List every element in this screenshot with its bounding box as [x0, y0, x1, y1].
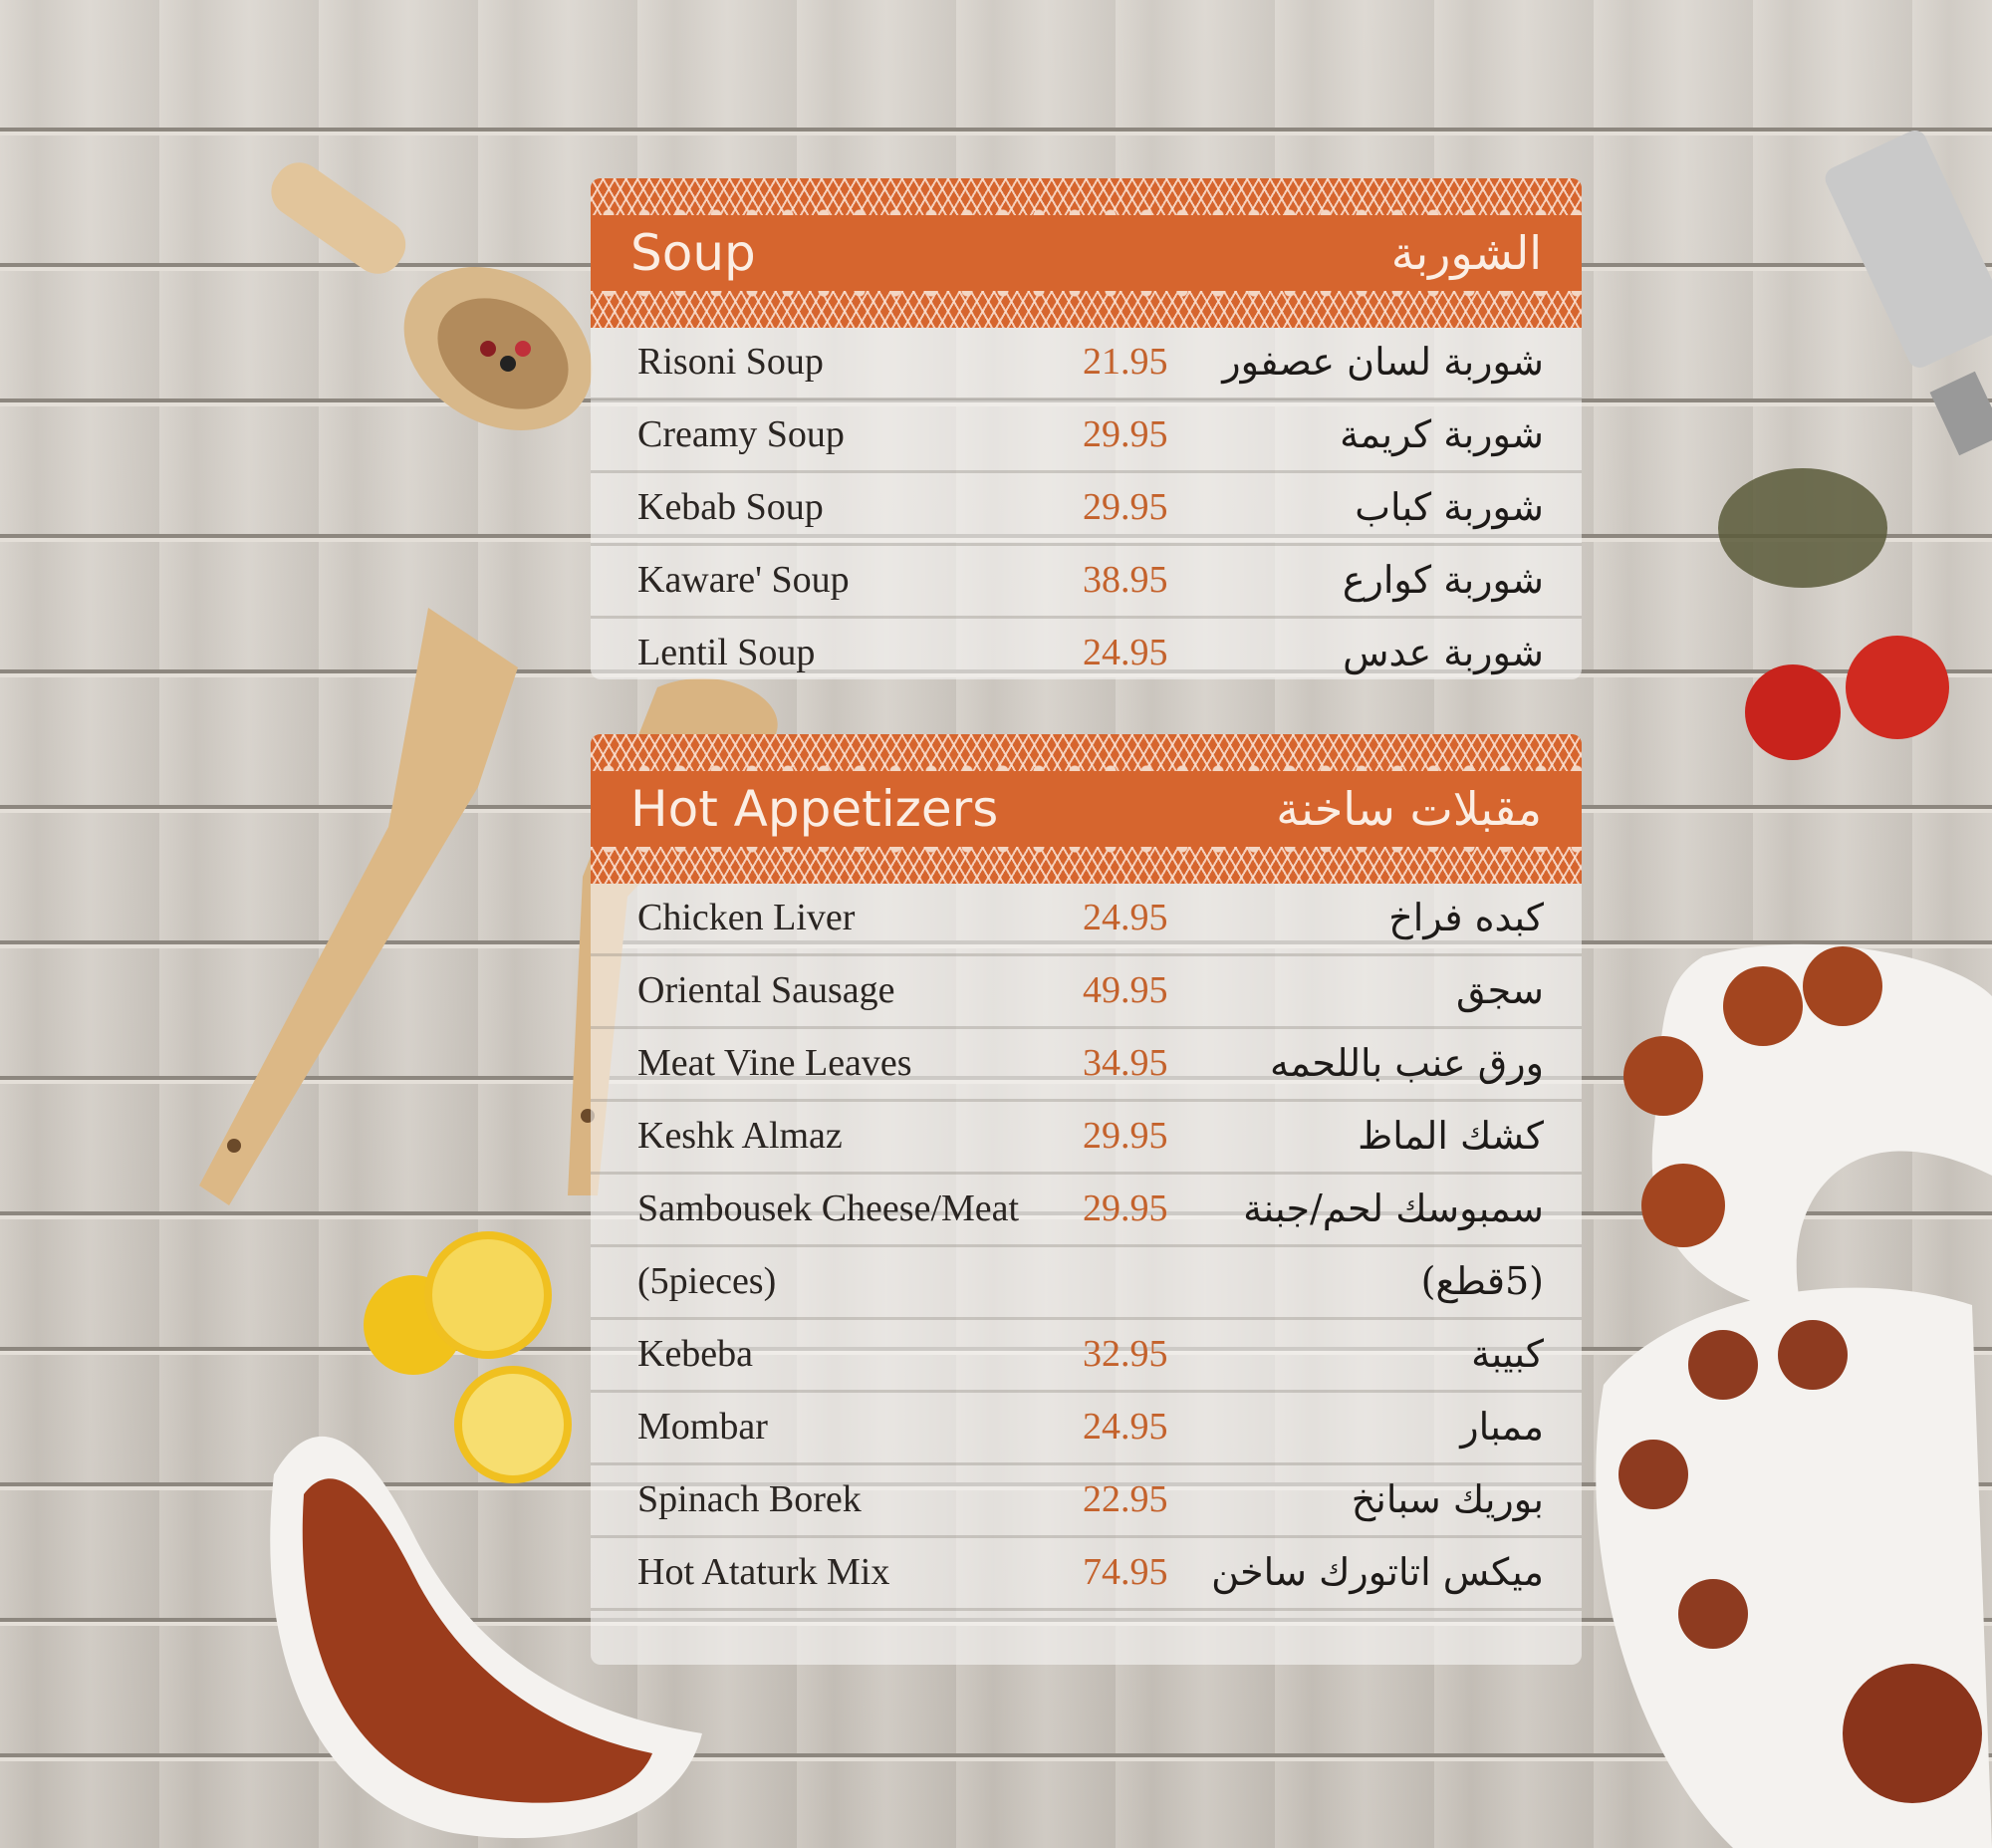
menu-item-name-ar: ورق عنب باللحمه [1270, 1041, 1544, 1085]
menu-item-price: 22.95 [1083, 1478, 1168, 1520]
lemons-image [364, 1231, 572, 1483]
menu-item-name: Keshk Almaz [637, 1115, 843, 1157]
menu-item-price: 29.95 [1083, 1188, 1168, 1229]
menu-item: Kebab Soup 29.95 شوربة كباب [591, 473, 1582, 546]
menu-item: Kebeba 32.95 كبيبة [591, 1320, 1582, 1393]
menu-item-price: 21.95 [1083, 341, 1168, 383]
menu-item-name: Sambousek Cheese/Meat [637, 1188, 1020, 1229]
menu-item-name: Creamy Soup [637, 413, 845, 455]
menu-item-name: Meat Vine Leaves [637, 1042, 912, 1084]
menu-item-name-ar: كشك الماظ [1358, 1114, 1544, 1158]
menu-item-name-ar: سجق [1455, 968, 1544, 1012]
menu-item-name: (5pieces) [637, 1260, 777, 1302]
salt-shaker-image [1825, 131, 1992, 456]
menu-item-name-ar: شوربة لسان عصفور [1222, 340, 1544, 384]
section-title-en: Soup [630, 224, 756, 282]
menu-item-name: Chicken Liver [637, 897, 856, 938]
menu-item-name-ar: ممبار [1460, 1405, 1544, 1449]
section-header: Hot Appetizers مقبلات ساخنة [591, 734, 1582, 884]
menu-item-name-ar: كبده فراخ [1388, 896, 1544, 939]
menu-item: Kaware' Soup 38.95 شوربة كوارع [591, 546, 1582, 619]
menu-item-name: Risoni Soup [637, 341, 824, 383]
menu-item: Mombar 24.95 ممبار [591, 1393, 1582, 1465]
menu-item: Keshk Almaz 29.95 كشك الماظ [591, 1102, 1582, 1175]
hot-appetizers-menu-section: Hot Appetizers مقبلات ساخنة Chicken Live… [591, 734, 1582, 1665]
menu-item-name-ar: بوريك سبانخ [1351, 1477, 1544, 1521]
header-pattern-bottom [591, 847, 1582, 884]
menu-item-price: 24.95 [1083, 897, 1168, 938]
menu-item-price: 29.95 [1083, 486, 1168, 528]
menu-item-name: Lentil Soup [637, 632, 816, 673]
tomatoes-image [1745, 636, 1949, 760]
menu-item: (5pieces) (5قطع) [591, 1247, 1582, 1320]
menu-item-name-ar: شوربة عدس [1343, 631, 1544, 674]
menu-item-name: Kebab Soup [637, 486, 824, 528]
menu-item: Spinach Borek 22.95 بوريك سبانخ [591, 1465, 1582, 1538]
menu-item-name-ar: ميكس اتاتورك ساخن [1211, 1550, 1544, 1594]
header-pattern-bottom [591, 291, 1582, 328]
menu-item-price: 29.95 [1083, 1115, 1168, 1157]
menu-item: Chicken Liver 24.95 كبده فراخ [591, 884, 1582, 956]
menu-item-price: 34.95 [1083, 1042, 1168, 1084]
menu-item: Oriental Sausage 49.95 سجق [591, 956, 1582, 1029]
menu-item-name: Mombar [637, 1406, 768, 1448]
menu-item-name-ar: شوربة كوارع [1342, 558, 1544, 602]
menu-item-name-ar: كبيبة [1471, 1332, 1544, 1376]
sausage-plate-image [270, 1436, 702, 1839]
menu-item: Meat Vine Leaves 34.95 ورق عنب باللحمه [591, 1029, 1582, 1102]
menu-item-name-ar: سمبوسك لحم/جبنة [1243, 1187, 1544, 1230]
section-header: Soup الشوربة [591, 178, 1582, 328]
menu-item: Lentil Soup 24.95 شوربة عدس [591, 619, 1582, 679]
menu-item-price: 32.95 [1083, 1333, 1168, 1375]
menu-item-price: 24.95 [1083, 632, 1168, 673]
menu-item-price: 74.95 [1083, 1551, 1168, 1593]
menu-item-name: Kebeba [637, 1333, 754, 1375]
section-title-ar: الشوربة [1390, 226, 1542, 280]
section-title-ar: مقبلات ساخنة [1276, 782, 1542, 836]
menu-item-name-ar: شوربة كباب [1355, 485, 1544, 529]
wooden-scoop-image [271, 162, 593, 430]
menu-item: Risoni Soup 21.95 شوربة لسان عصفور [591, 328, 1582, 400]
menu-item: Sambousek Cheese/Meat 29.95 سمبوسك لحم/جبن… [591, 1175, 1582, 1247]
menu-item-price: 49.95 [1083, 969, 1168, 1011]
menu-item-price: 24.95 [1083, 1406, 1168, 1448]
kebeba-plate-image [1596, 943, 1992, 1848]
menu-item-price: 29.95 [1083, 413, 1168, 455]
menu-item-price: 38.95 [1083, 559, 1168, 601]
menu-item: Creamy Soup 29.95 شوربة كريمة [591, 400, 1582, 473]
menu-item-name: Hot Ataturk Mix [637, 1551, 890, 1593]
header-pattern-top [591, 178, 1582, 215]
menu-item: Hot Ataturk Mix 74.95 ميكس اتاتورك ساخن [591, 1538, 1582, 1611]
menu-item-name: Kaware' Soup [637, 559, 850, 601]
menu-item-name: Oriental Sausage [637, 969, 895, 1011]
section-title-en: Hot Appetizers [630, 780, 999, 838]
herbs-image [1718, 468, 1887, 588]
soup-menu-section: Soup الشوربة Risoni Soup 21.95 شوربة لسان … [591, 178, 1582, 679]
menu-item-name-ar: (5قطع) [1420, 1259, 1544, 1303]
menu-item-name: Spinach Borek [637, 1478, 862, 1520]
header-pattern-top [591, 734, 1582, 771]
menu-item-name-ar: شوربة كريمة [1340, 412, 1544, 456]
